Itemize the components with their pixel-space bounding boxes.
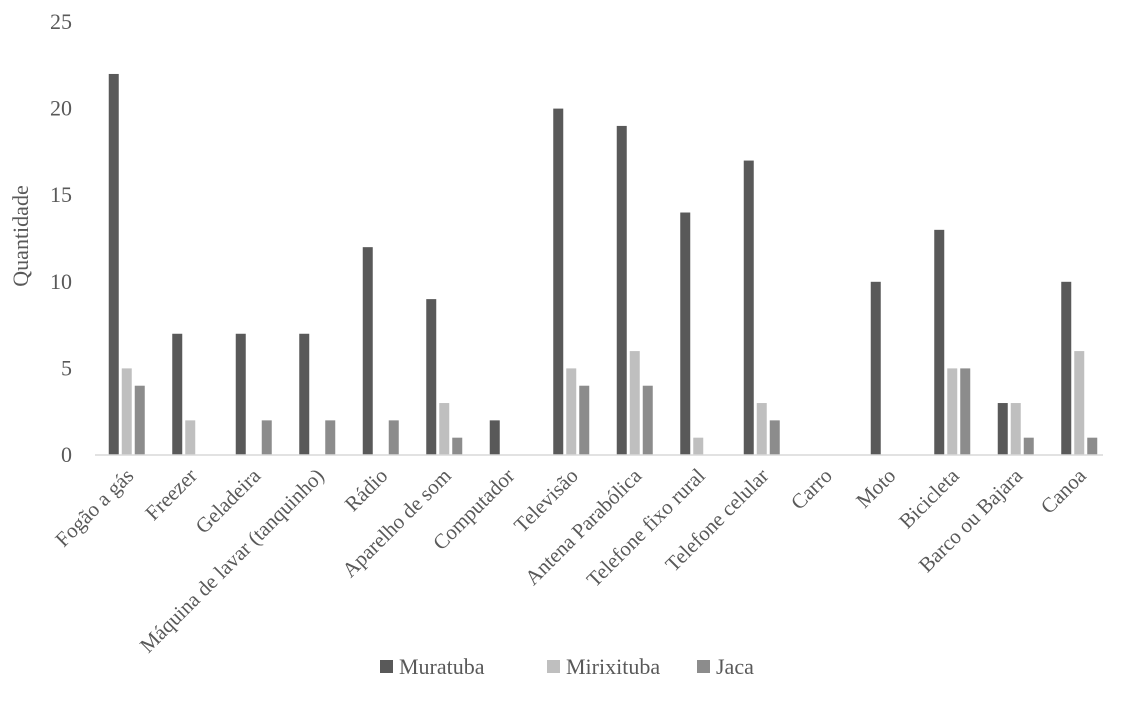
bar-mirixituba: [185, 420, 196, 455]
bar-muratuba: [680, 212, 691, 455]
bar-muratuba: [553, 108, 564, 455]
y-tick-label: 10: [50, 269, 72, 294]
bar-mirixituba: [756, 403, 767, 455]
bar-jaca: [1087, 437, 1098, 455]
x-tick-label: Canoa: [1036, 463, 1091, 518]
bar-muratuba: [362, 247, 373, 455]
y-tick-label: 15: [50, 182, 72, 207]
bar-jaca: [325, 420, 336, 455]
legend-label-mirixituba: Mirixituba: [566, 654, 660, 679]
y-axis-ticks: 0 5 10 15 20 25: [50, 9, 72, 467]
bar-jaca: [261, 420, 272, 455]
bar-jaca: [769, 420, 780, 455]
bar-mirixituba: [1074, 351, 1085, 455]
bar-muratuba: [743, 160, 754, 455]
legend: Muratuba Mirixituba Jaca: [380, 654, 754, 679]
bar-mirixituba: [566, 368, 577, 455]
bar-mirixituba: [629, 351, 640, 455]
legend-swatch-mirixituba: [547, 660, 560, 673]
bar-muratuba: [934, 229, 945, 455]
bar-mirixituba: [693, 437, 704, 455]
x-tick-label: Moto: [851, 464, 900, 513]
bar-mirixituba: [1010, 403, 1021, 455]
legend-label-jaca: Jaca: [716, 654, 754, 679]
bar-mirixituba: [121, 368, 132, 455]
x-tick-label: Freezer: [140, 464, 201, 525]
bar-muratuba: [108, 73, 119, 456]
bar-muratuba: [997, 403, 1008, 455]
bar-jaca: [579, 385, 590, 455]
y-tick-label: 5: [61, 355, 72, 380]
x-tick-label: Antena Parabólica: [520, 463, 647, 590]
bar-mirixituba: [439, 403, 450, 455]
bar-jaca: [452, 437, 463, 455]
bar-muratuba: [426, 299, 437, 455]
bar-muratuba: [489, 420, 500, 455]
bar-muratuba: [1061, 281, 1072, 455]
legend-swatch-muratuba: [380, 660, 393, 673]
bar-muratuba: [235, 333, 246, 455]
bars: [108, 73, 1098, 456]
legend-label-muratuba: Muratuba: [399, 654, 485, 679]
bar-jaca: [134, 385, 145, 455]
legend-swatch-jaca: [697, 660, 710, 673]
x-tick-label: Rádio: [340, 464, 392, 516]
y-axis-title: Quantidade: [8, 185, 33, 286]
x-tick-label: Carro: [786, 464, 837, 515]
bar-muratuba: [616, 125, 627, 456]
x-tick-label: Aparelho de som: [337, 464, 455, 582]
x-tick-label: Fogão a gás: [50, 464, 138, 552]
bar-muratuba: [299, 333, 310, 455]
x-tick-label: Telefone fixo rural: [582, 463, 710, 591]
bar-jaca: [960, 368, 971, 455]
y-tick-label: 0: [61, 442, 72, 467]
y-tick-label: 20: [50, 96, 72, 121]
bar-mirixituba: [947, 368, 958, 455]
bar-muratuba: [172, 333, 183, 455]
bar-jaca: [642, 385, 653, 455]
y-tick-label: 25: [50, 9, 72, 34]
bar-jaca: [388, 420, 399, 455]
bar-jaca: [1023, 437, 1034, 455]
bar-muratuba: [870, 281, 881, 455]
